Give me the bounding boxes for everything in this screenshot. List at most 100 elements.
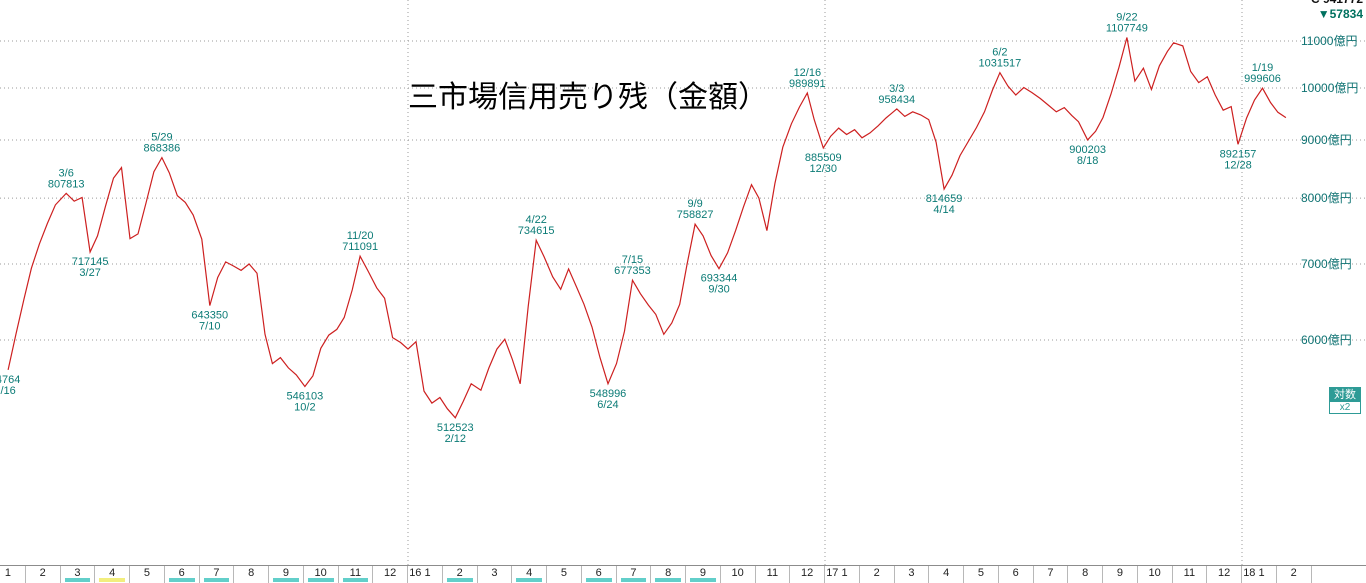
annotation-line2: 12/28 xyxy=(1224,159,1252,171)
month-cell[interactable]: 11 xyxy=(1173,566,1208,583)
month-cell[interactable]: 12 xyxy=(1207,566,1242,583)
month-label: 12 xyxy=(801,567,814,579)
annotation-line1: 512523 xyxy=(437,422,474,434)
month-highlight xyxy=(620,578,647,582)
month-cell[interactable]: 6 xyxy=(582,566,617,583)
month-label: 10 xyxy=(1148,567,1161,579)
month-cell[interactable]: 1 xyxy=(0,566,26,583)
annotation-line1: 9/9 xyxy=(687,198,702,210)
chart-title: 三市場信用売り残（金額） xyxy=(408,81,768,114)
annotation-line2: 1031517 xyxy=(978,58,1021,70)
month-highlight xyxy=(342,578,369,582)
annotation-line2: 989891 xyxy=(789,78,826,90)
month-label: 6 xyxy=(178,567,185,579)
annotation-line1: 3/3 xyxy=(889,83,904,95)
month-cell[interactable]: 8 xyxy=(651,566,686,583)
month-cell[interactable]: 2 xyxy=(860,566,895,583)
month-cell[interactable]: 6 xyxy=(165,566,200,583)
month-cell[interactable]: 6 xyxy=(999,566,1034,583)
month-cell[interactable]: 4 xyxy=(95,566,130,583)
month-label: 2 xyxy=(873,567,880,579)
x-axis: 1 2 3 4 5 6 7 8 9 10 11 12 16 1 2 3 4 5 6 7 8 9 10 11 12 17 1 2 3 4 5 6… xyxy=(0,565,1366,583)
month-cell[interactable]: 9 xyxy=(1103,566,1138,583)
month-label: 11 xyxy=(766,567,779,579)
month-label: 8 xyxy=(1082,567,1089,579)
month-cell[interactable]: 2 xyxy=(26,566,61,583)
month-cell[interactable]: 5 xyxy=(547,566,582,583)
annotation-line1: 6/2 xyxy=(992,47,1007,59)
month-cell[interactable]: 5 xyxy=(130,566,165,583)
month-cell[interactable]: 2 xyxy=(1277,566,1312,583)
log-scale-badge[interactable]: 対数 x2 xyxy=(1329,387,1361,414)
month-cell[interactable]: 9 xyxy=(269,566,304,583)
month-highlight xyxy=(446,578,473,582)
annotation-line1: 9/22 xyxy=(1116,12,1137,24)
month-label: 3 xyxy=(908,567,915,579)
month-label: 1 xyxy=(1258,567,1265,579)
y-axis-label: 8000億円 xyxy=(1301,191,1352,205)
month-label: 7 xyxy=(213,567,220,579)
series-line xyxy=(7,37,1287,419)
month-cell[interactable]: 7 xyxy=(200,566,235,583)
month-cell[interactable]: 4 xyxy=(929,566,964,583)
annotation-line1: 546103 xyxy=(287,390,324,402)
month-cell[interactable]: 12 xyxy=(790,566,825,583)
annotation-line2: 868386 xyxy=(144,143,181,155)
month-cell[interactable]: 16 1 xyxy=(408,566,443,583)
annotation-line1: 4/22 xyxy=(525,214,546,226)
annotation-line1: 11/20 xyxy=(347,230,374,242)
annotation-line2: 958434 xyxy=(878,94,915,106)
quote-box: C 941772 ▼57834 xyxy=(1311,0,1363,22)
month-cell[interactable]: 17 1 xyxy=(825,566,860,583)
annotation-line1: 900203 xyxy=(1069,144,1106,156)
annotation-line2: 758827 xyxy=(677,209,714,221)
month-cell[interactable]: 11 xyxy=(756,566,791,583)
log-scale-multiplier: x2 xyxy=(1339,402,1351,413)
month-highlight xyxy=(655,578,681,582)
month-cell[interactable]: 18 1 xyxy=(1242,566,1277,583)
month-label: 4 xyxy=(526,567,533,579)
annotation-line2: 677353 xyxy=(614,265,651,277)
month-cell[interactable]: 10 xyxy=(304,566,339,583)
month-highlight xyxy=(64,578,91,582)
month-label: 5 xyxy=(143,567,150,579)
month-label: 7 xyxy=(1047,567,1054,579)
month-cell[interactable]: 9 xyxy=(686,566,721,583)
month-highlight xyxy=(273,578,299,582)
month-cell[interactable]: 12 xyxy=(373,566,408,583)
month-label: 9 xyxy=(282,567,289,579)
month-label: 2 xyxy=(456,567,463,579)
month-highlight xyxy=(585,578,612,582)
month-cell[interactable]: 3 xyxy=(895,566,930,583)
month-cell[interactable]: 3 xyxy=(61,566,96,583)
annotation-line1: 643350 xyxy=(191,310,228,322)
month-cell[interactable]: 3 xyxy=(478,566,513,583)
month-label: 1 xyxy=(4,567,11,579)
month-cell[interactable]: 10 xyxy=(1138,566,1173,583)
quote-change-down: ▼57834 xyxy=(1317,7,1363,21)
annotation-line2: 6/24 xyxy=(597,399,618,411)
month-label: 10 xyxy=(314,567,327,579)
annotation-line1: 548996 xyxy=(590,388,627,400)
month-cell[interactable]: 8 xyxy=(234,566,269,583)
annotation-line2: 8/18 xyxy=(1077,155,1098,167)
month-cell[interactable]: 7 xyxy=(617,566,652,583)
month-cell[interactable]: 10 xyxy=(721,566,756,583)
month-label: 7 xyxy=(630,567,637,579)
annotation-line2: 4/14 xyxy=(933,204,954,216)
month-cell[interactable]: 4 xyxy=(512,566,547,583)
month-cell[interactable]: 5 xyxy=(964,566,999,583)
month-label: 8 xyxy=(248,567,255,579)
month-label: 3 xyxy=(74,567,81,579)
month-cell[interactable]: 8 xyxy=(1068,566,1103,583)
annotation-line1: 4764 xyxy=(0,374,20,386)
month-highlight xyxy=(168,578,195,582)
log-scale-label: 対数 xyxy=(1330,388,1360,402)
month-label: 1 xyxy=(424,567,431,579)
month-cell[interactable]: 7 xyxy=(1034,566,1069,583)
annotation-line2: 999606 xyxy=(1244,73,1281,85)
month-cell[interactable]: 2 xyxy=(443,566,478,583)
annotation-line1: 1/19 xyxy=(1252,62,1273,74)
month-cell[interactable]: 11 xyxy=(339,566,374,583)
